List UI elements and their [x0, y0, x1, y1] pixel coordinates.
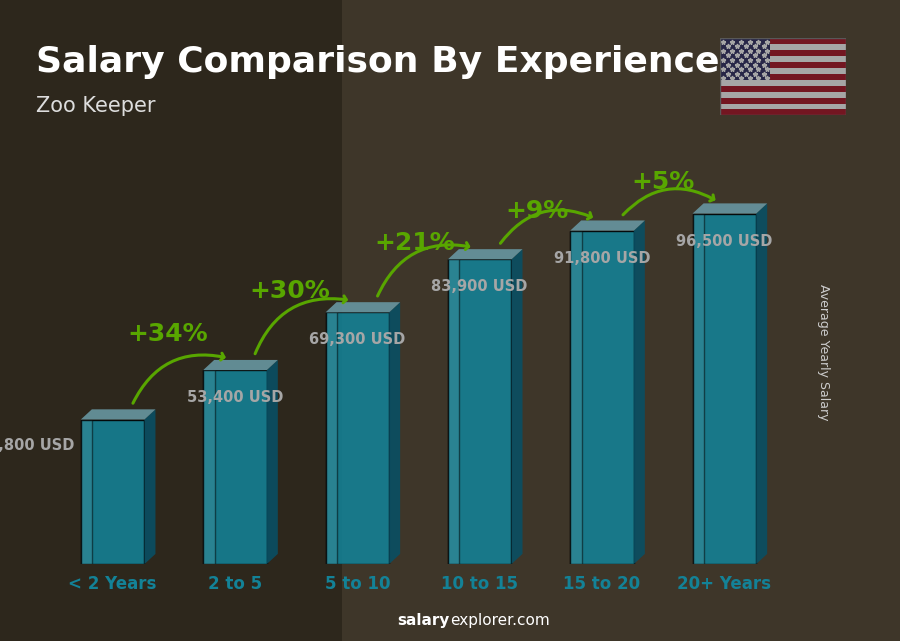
FancyBboxPatch shape	[326, 312, 337, 564]
Bar	[720, 97, 846, 104]
Polygon shape	[266, 360, 278, 564]
Text: +21%: +21%	[374, 231, 455, 255]
Text: Salary Comparison By Experience: Salary Comparison By Experience	[36, 45, 719, 79]
Polygon shape	[511, 249, 523, 564]
Bar	[720, 44, 846, 50]
Text: 53,400 USD: 53,400 USD	[187, 390, 284, 405]
Text: Average Yearly Salary: Average Yearly Salary	[817, 285, 830, 420]
FancyBboxPatch shape	[693, 213, 704, 564]
Bar	[720, 110, 846, 115]
Text: +30%: +30%	[249, 279, 330, 303]
Bar	[720, 56, 846, 62]
Bar	[720, 68, 846, 74]
Polygon shape	[571, 221, 644, 231]
Text: 91,800 USD: 91,800 USD	[554, 251, 651, 265]
Text: 69,300 USD: 69,300 USD	[310, 332, 406, 347]
FancyBboxPatch shape	[203, 370, 214, 564]
Bar	[720, 86, 846, 92]
Text: 96,500 USD: 96,500 USD	[676, 233, 772, 249]
FancyBboxPatch shape	[81, 419, 93, 564]
Polygon shape	[756, 203, 767, 564]
Polygon shape	[448, 249, 523, 260]
Polygon shape	[389, 302, 400, 564]
Bar	[720, 104, 846, 110]
Bar	[720, 80, 846, 86]
Polygon shape	[693, 203, 767, 213]
Text: 83,900 USD: 83,900 USD	[431, 279, 528, 294]
Text: +5%: +5%	[632, 170, 695, 194]
Polygon shape	[326, 302, 400, 312]
Polygon shape	[81, 410, 156, 419]
Text: salary: salary	[398, 613, 450, 628]
FancyBboxPatch shape	[571, 231, 581, 564]
Bar	[720, 62, 846, 68]
Bar	[720, 38, 770, 80]
Text: 39,800 USD: 39,800 USD	[0, 438, 75, 453]
Bar	[720, 74, 846, 80]
Text: +34%: +34%	[128, 322, 208, 346]
FancyBboxPatch shape	[693, 213, 756, 564]
FancyBboxPatch shape	[81, 419, 144, 564]
FancyBboxPatch shape	[448, 260, 511, 564]
Polygon shape	[634, 221, 644, 564]
Polygon shape	[144, 410, 156, 564]
FancyBboxPatch shape	[448, 260, 459, 564]
Bar	[720, 92, 846, 97]
Bar	[720, 50, 846, 56]
FancyBboxPatch shape	[326, 312, 389, 564]
Polygon shape	[203, 360, 278, 370]
FancyBboxPatch shape	[571, 231, 634, 564]
Bar	[720, 38, 846, 44]
Text: Zoo Keeper: Zoo Keeper	[36, 96, 156, 116]
Text: +9%: +9%	[506, 199, 569, 222]
FancyBboxPatch shape	[203, 370, 266, 564]
Text: explorer.com: explorer.com	[450, 613, 550, 628]
